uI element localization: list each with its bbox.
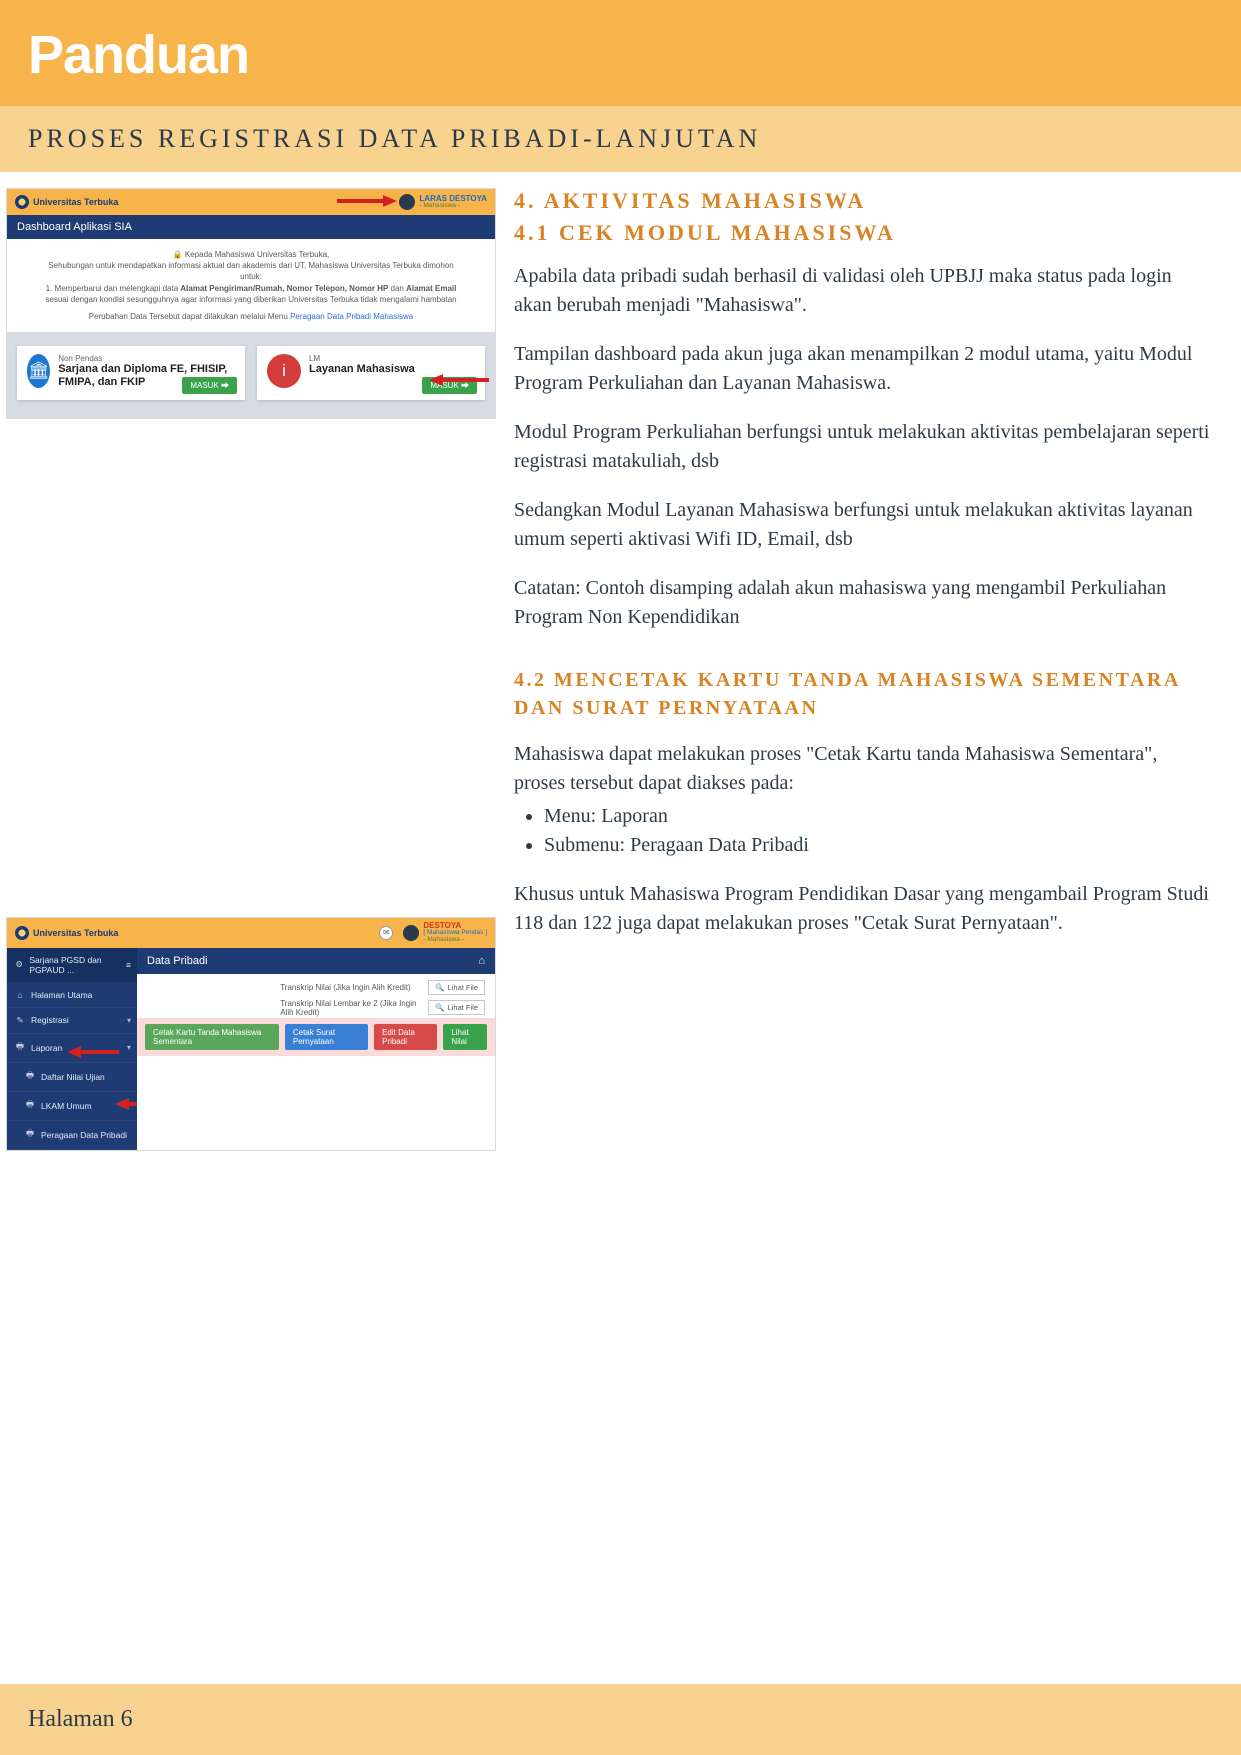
print-icon: 🖶 <box>15 1041 25 1055</box>
chevron-down-icon: ▾ <box>127 1016 131 1025</box>
header-bar: Panduan <box>0 0 1241 106</box>
menu-icon[interactable]: ≡ <box>126 960 131 970</box>
home-icon[interactable]: ⌂ <box>478 955 485 967</box>
cetak-surat-button[interactable]: Cetak Surat Pernyataan <box>285 1024 368 1050</box>
user-sub: - Mahasiswa - <box>423 937 487 944</box>
info-icon: i <box>267 354 301 388</box>
screenshot-data-pribadi: Universitas Terbuka ✉ DESTOYA [ Mahasisw… <box>6 917 496 1151</box>
para: Modul Program Perkuliahan berfungsi untu… <box>514 418 1211 476</box>
home-icon: ⌂ <box>15 990 25 1000</box>
field-label: Transkrip Nilai (Jika Ingin Alih Kredit) <box>280 983 420 992</box>
bank-icon: 🏛 <box>27 354 50 388</box>
brand: Universitas Terbuka <box>15 926 118 940</box>
card2-title: Layanan Mahasiswa <box>309 363 415 376</box>
notice-panel: 🔒 Kepada Mahasiswa Universitas Terbuka, … <box>7 239 495 332</box>
user-chip[interactable]: LARAS DESTOYA - Mahasiswa - <box>399 194 487 210</box>
print-icon: 🖶 <box>25 1128 35 1142</box>
para: Mahasiswa dapat melakukan proses "Cetak … <box>514 740 1211 860</box>
list-item: Menu: Laporan <box>544 802 1211 831</box>
sidebar-item-nilai[interactable]: 🖶 Daftar Nilai Ujian <box>7 1063 137 1092</box>
ut-logo-icon <box>15 926 29 940</box>
sidebar-item-peragaan[interactable]: 🖶 Peragaan Data Pribadi <box>7 1121 137 1150</box>
sidebar-item-registrasi[interactable]: ✎ Registrasi ▾ <box>7 1008 137 1034</box>
search-icon: 🔍 <box>435 983 444 992</box>
list-item: Submenu: Peragaan Data Pribadi <box>544 831 1211 860</box>
lihat-file-button[interactable]: 🔍Lihat File <box>428 980 485 995</box>
subtitle-text: PROSES REGISTRASI DATA PRIBADI-LANJUTAN <box>28 124 1213 154</box>
subtitle-bar: PROSES REGISTRASI DATA PRIBADI-LANJUTAN <box>0 106 1241 172</box>
avatar-icon <box>399 194 415 210</box>
ut-logo-icon <box>15 195 29 209</box>
lihat-file-button[interactable]: 🔍Lihat File <box>428 1000 485 1015</box>
avatar-icon <box>403 925 419 941</box>
gear-icon: ⚙ <box>15 959 23 970</box>
masuk-button[interactable]: MASUK ⮕ <box>182 377 237 394</box>
module-card-nonpendas[interactable]: 🏛 Non Pendas Sarjana dan Diploma FE, FHI… <box>17 346 245 399</box>
annotation-arrow-right <box>337 195 397 207</box>
print-icon: 🖶 <box>25 1099 35 1113</box>
edit-data-button[interactable]: Edit Data Pribadi <box>374 1024 437 1050</box>
search-icon: 🔍 <box>435 1003 444 1012</box>
lihat-nilai-button[interactable]: Lihat Nilai <box>443 1024 487 1050</box>
card2-sub: LM <box>309 354 415 363</box>
screenshot-dashboard: Universitas Terbuka LARAS DESTOYA - Maha… <box>6 188 496 419</box>
card1-sub: Non Pendas <box>58 354 235 363</box>
chevron-down-icon: ▾ <box>127 1043 131 1052</box>
annotation-arrow-left <box>67 1046 119 1058</box>
print-icon: 🖶 <box>25 1070 35 1084</box>
para: Apabila data pribadi sudah berhasil di v… <box>514 262 1211 320</box>
brand: Universitas Terbuka <box>15 195 118 209</box>
action-button-row: Cetak Kartu Tanda Mahasiswa Sementara Ce… <box>137 1018 495 1056</box>
user-chip[interactable]: ✉ DESTOYA [ Mahasiswa Pendas ] - Mahasis… <box>379 922 487 943</box>
lock-icon: 🔒 <box>173 250 183 259</box>
page-number: Halaman 6 <box>28 1706 1213 1733</box>
cetak-ktm-button[interactable]: Cetak Kartu Tanda Mahasiswa Sementara <box>145 1024 279 1050</box>
user-role: - Mahasiswa - <box>419 203 487 210</box>
sidebar-item-program[interactable]: ⚙ Sarjana PGSD dan PGPAUD ... ≡ <box>7 948 137 983</box>
data-pribadi-title: Data Pribadi <box>147 955 208 967</box>
heading-4: 4. AKTIVITAS MAHASISWA <box>514 188 1211 214</box>
para: Catatan: Contoh disamping adalah akun ma… <box>514 574 1211 632</box>
sidebar-item-home[interactable]: ⌂ Halaman Utama <box>7 983 137 1008</box>
annotation-arrow-left <box>429 374 489 386</box>
envelope-icon[interactable]: ✉ <box>379 926 393 940</box>
brand-text: Universitas Terbuka <box>33 197 118 207</box>
field-label: Transkrip Nilai Lembar ke 2 (Jika Ingin … <box>280 999 420 1017</box>
para: Khusus untuk Mahasiswa Program Pendidika… <box>514 880 1211 938</box>
module-card-layanan[interactable]: i LM Layanan Mahasiswa MASUK ⮕ <box>257 346 485 399</box>
brand-text: Universitas Terbuka <box>33 928 118 938</box>
heading-4-1: 4.1 CEK MODUL MAHASISWA <box>514 220 1211 246</box>
link-peragaan[interactable]: Peragaan Data Pribadi Mahasiswa <box>290 312 413 321</box>
dashboard-title-bar: Dashboard Aplikasi SIA <box>7 215 495 239</box>
note-icon: ✎ <box>15 1015 25 1026</box>
sidebar: ⚙ Sarjana PGSD dan PGPAUD ... ≡ ⌂ Halama… <box>7 948 137 1150</box>
para: Sedangkan Modul Layanan Mahasiswa berfun… <box>514 496 1211 554</box>
para: Tampilan dashboard pada akun juga akan m… <box>514 340 1211 398</box>
heading-4-2: 4.2 MENCETAK KARTU TANDA MAHASISWA SEMEN… <box>514 666 1211 722</box>
footer-bar: Halaman 6 <box>0 1684 1241 1755</box>
page-title: Panduan <box>28 24 1213 86</box>
